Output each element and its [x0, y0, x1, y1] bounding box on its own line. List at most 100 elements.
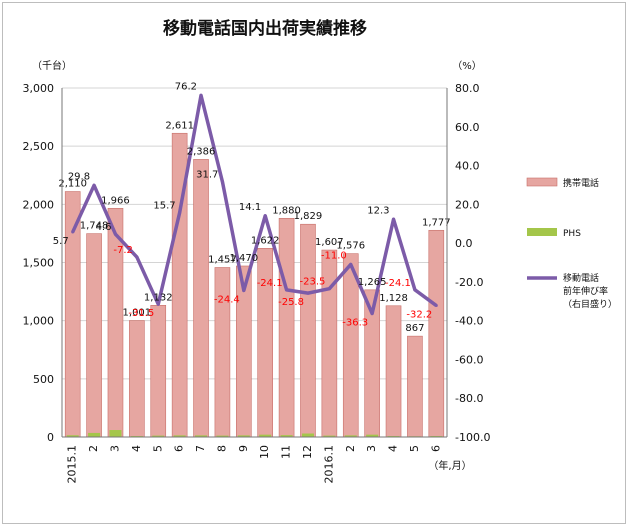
growth-value-label: -31.5 [128, 308, 154, 319]
growth-point [178, 211, 182, 215]
growth-value-label: -24.1 [385, 278, 411, 289]
bar-value-label: 2,386 [187, 146, 216, 157]
bar-value-label: 1,457 [208, 255, 237, 266]
left-tick-label: 3,000 [23, 82, 55, 95]
x-axis-unit: （年,月） [428, 459, 471, 472]
bar-keitai [150, 305, 167, 438]
bar-phs [237, 435, 250, 437]
bar-phs [66, 435, 79, 437]
bar-phs [344, 435, 357, 437]
bar-phs [301, 433, 314, 437]
growth-point [113, 232, 117, 236]
right-tick-label: 20.0 [455, 198, 480, 211]
bar-phs [216, 435, 229, 437]
bar-value-label: 867 [405, 323, 424, 334]
legend-swatch-phs [527, 228, 557, 236]
growth-value-label: 76.2 [175, 81, 197, 92]
growth-value-label: -24.4 [214, 294, 240, 305]
x-tick-label: 7 [194, 445, 207, 452]
bar-value-label: 1,966 [101, 195, 130, 206]
bar-value-label: 1,132 [144, 292, 173, 303]
right-tick-label: -60.0 [455, 353, 483, 366]
growth-value-label: -11.0 [321, 250, 347, 261]
axis-layer: 0 500 1,000 1,500 2,000 2,500 3,000 -100.0 -80.0… [23, 82, 491, 484]
bar-phs [366, 434, 379, 437]
growth-value-label: -23.5 [299, 277, 325, 288]
legend-label-growth: （右目盛り） [563, 298, 617, 310]
bar-keitai [107, 207, 124, 438]
bar-keitai [278, 217, 295, 438]
growth-value-label: 29.8 [68, 171, 90, 182]
growth-value-label: -7.2 [113, 245, 133, 256]
growth-point [370, 311, 374, 315]
bar-phs [323, 435, 336, 437]
growth-value-label: 5.7 [53, 236, 69, 247]
right-tick-label: -80.0 [455, 392, 483, 405]
x-tick-label: 9 [237, 445, 250, 452]
bar-value-label: 1,880 [272, 205, 301, 216]
right-tick-label: 0.0 [455, 237, 473, 250]
legend-label-growth: 前年伸び率 [563, 285, 608, 297]
right-axis-unit: （%） [452, 60, 482, 72]
growth-point [349, 262, 353, 266]
bar-keitai [428, 229, 445, 438]
bar-value-label: 1,001 [123, 308, 152, 319]
x-tick-label: 10 [258, 445, 271, 459]
growth-point [434, 304, 438, 308]
growth-value-label: 14.1 [239, 202, 261, 213]
growth-line [71, 93, 438, 316]
growth-value-label: -32.2 [406, 310, 432, 321]
x-tick-label: 2 [87, 445, 100, 452]
left-tick-label: 2,000 [23, 198, 55, 211]
bar-keitai [86, 233, 102, 438]
left-tick-label: 1,500 [23, 257, 55, 270]
bar-value-label: 1,607 [315, 237, 344, 248]
bar-phs [280, 435, 293, 437]
bar-value-label: 1,265 [358, 277, 387, 288]
bar-phs [88, 432, 101, 437]
growth-point [156, 302, 160, 306]
growth-value-label: -25.8 [278, 297, 304, 308]
growth-value-label: -24.1 [257, 278, 283, 289]
right-tick-label: 60.0 [455, 121, 480, 134]
left-tick-label: 0 [47, 431, 54, 444]
bar-layer [64, 132, 445, 438]
bar-keitai [129, 320, 145, 438]
growth-point [135, 255, 139, 259]
growth-point [327, 287, 331, 291]
bar-keitai [257, 248, 273, 438]
growth-point [306, 291, 310, 295]
legend-label-growth: 移動電話 [563, 272, 599, 284]
growth-point [71, 230, 75, 234]
bar-value-label: 1,470 [229, 253, 258, 264]
line-layer [71, 93, 438, 316]
growth-value-label: 31.7 [196, 170, 218, 181]
bar-keitai [385, 305, 402, 438]
x-tick-label: 6 [173, 445, 186, 452]
growth-value-label: 12.3 [367, 205, 389, 216]
bar-keitai [300, 223, 316, 438]
x-tick-label: 2 [344, 445, 357, 452]
left-tick-label: 500 [33, 373, 54, 386]
bar-keitai [342, 253, 359, 438]
bar-value-label: 1,576 [336, 241, 365, 252]
right-tick-label: 80.0 [455, 82, 480, 95]
x-tick-label: 6 [429, 445, 442, 452]
bar-keitai [193, 159, 209, 438]
legend-swatch-keitai [526, 177, 558, 187]
x-tick-label: 5 [408, 445, 421, 452]
label-layer: 2,110 1,748 1,966 1,001 1,132 2,611 2,386 1,457… [53, 81, 451, 334]
x-tick-label: 12 [301, 445, 314, 459]
bar-phs [173, 435, 186, 437]
right-tick-label: -100.0 [455, 431, 490, 444]
bar-value-label: 1,748 [80, 221, 109, 232]
growth-value-label: 15.7 [153, 201, 175, 212]
growth-point [413, 288, 417, 292]
growth-value-label: -36.3 [342, 317, 368, 328]
bar-value-label: 1,829 [294, 211, 323, 222]
growth-point [242, 288, 246, 292]
bar-value-label: 2,611 [165, 120, 194, 131]
left-axis-unit: （千台） [32, 59, 72, 72]
